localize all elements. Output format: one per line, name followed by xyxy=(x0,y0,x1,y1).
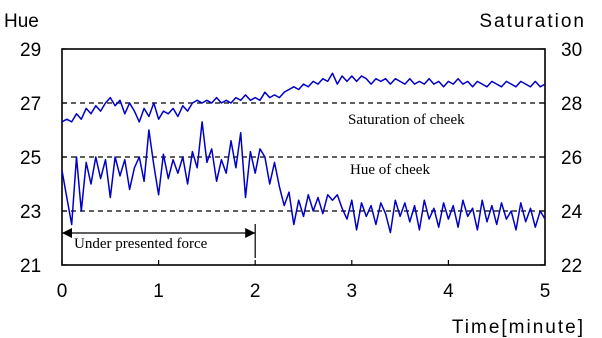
x-tick-label: 5 xyxy=(540,281,551,302)
x-axis-label: Time[minute] xyxy=(452,317,585,338)
y-right-tick-label: 22 xyxy=(561,256,582,277)
y-right-axis-label: Saturation xyxy=(479,11,586,32)
hue-line xyxy=(61,121,546,234)
x-tick-label: 2 xyxy=(250,281,261,302)
x-tick-label: 0 xyxy=(57,281,68,302)
y-left-axis-label: Hue xyxy=(4,11,39,32)
x-tick-label: 4 xyxy=(443,281,454,302)
y-right-tick-label: 26 xyxy=(561,148,582,169)
saturation-line xyxy=(61,72,546,123)
y-right-tick-label: 28 xyxy=(561,94,582,115)
x-tick-label: 3 xyxy=(347,281,358,302)
y-left-tick-label: 21 xyxy=(20,256,41,277)
y-left-tick-label: 29 xyxy=(20,40,41,61)
force-arrow-right xyxy=(245,228,256,238)
y-left-tick-label: 27 xyxy=(20,94,41,115)
y-left-tick-label: 25 xyxy=(20,148,41,169)
y-left-tick-label: 23 xyxy=(20,202,41,223)
y-right-tick-label: 30 xyxy=(561,40,582,61)
saturation-annotation: Saturation of cheek xyxy=(348,112,465,128)
y-right-tick-label: 24 xyxy=(561,202,583,223)
force-arrow-left xyxy=(62,228,72,238)
x-tick-label: 1 xyxy=(153,281,164,302)
force-annotation: Under presented force xyxy=(74,236,208,252)
hue-annotation: Hue of cheek xyxy=(350,162,430,178)
